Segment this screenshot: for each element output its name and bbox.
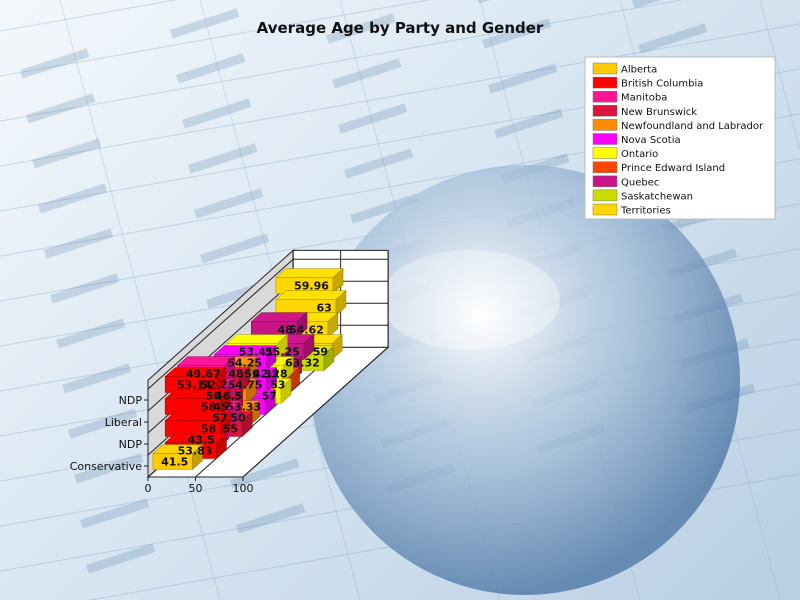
legend-item: Manitoba	[592, 90, 667, 104]
y-tick-label: NDP	[119, 438, 143, 451]
data-label: 55.25	[265, 346, 300, 359]
y-tick-label: NDP	[119, 394, 143, 407]
bar	[164, 367, 227, 394]
data-label: 52.25	[201, 379, 236, 392]
legend-label: Nova Scotia	[621, 135, 681, 146]
bar	[164, 411, 232, 438]
globe-image	[310, 165, 740, 595]
data-label: 53.14	[177, 379, 212, 392]
legend-swatch	[592, 175, 618, 188]
legend-label: New Brunswick	[621, 107, 697, 118]
data-label: 49.67	[186, 368, 221, 381]
data-label: 54.62	[289, 324, 324, 337]
chart-title: Average Age by Party and Gender	[257, 19, 544, 37]
legend-item: Nova Scotia	[592, 133, 681, 146]
legend-item: Newfoundland and Labrador	[592, 119, 764, 132]
legend-item: Saskatchewan	[592, 189, 693, 202]
gridline-depth	[147, 258, 294, 390]
data-label: 59	[313, 346, 328, 359]
data-label: 53.33	[226, 401, 261, 414]
legend-item: Prince Edward Island	[592, 161, 725, 174]
data-label: 53	[270, 379, 285, 392]
legend-swatch	[592, 62, 618, 75]
legend-label: Ontario	[621, 149, 658, 160]
data-label: 43.5	[188, 434, 215, 447]
data-label: 53.83	[178, 445, 213, 458]
data-label: 63.32	[285, 357, 320, 370]
legend-swatch	[592, 90, 618, 103]
data-label: 59.96	[294, 280, 329, 293]
legend-label: Prince Edward Island	[621, 163, 725, 174]
data-label: 50	[230, 412, 246, 425]
legend-label: Manitoba	[621, 93, 667, 104]
legend-swatch	[592, 133, 618, 145]
legend-swatch	[592, 203, 618, 216]
legend-item: Ontario	[592, 147, 658, 160]
legend-label: Saskatchewan	[621, 191, 693, 202]
data-label: 53.41	[239, 346, 274, 359]
x-tick-label: 0	[145, 482, 152, 495]
legend-item: Quebec	[592, 175, 659, 188]
legend-label: Alberta	[621, 65, 657, 76]
legend-swatch	[592, 189, 618, 202]
data-label: 50	[206, 390, 222, 403]
data-label: 58	[201, 401, 216, 414]
legend-label: Quebec	[621, 177, 659, 188]
data-label: 41.5	[161, 456, 188, 469]
data-label: 54.75	[228, 379, 263, 392]
data-label: 55	[223, 423, 238, 436]
bar-front-face	[152, 453, 193, 470]
data-label: 45	[213, 401, 228, 414]
legend-item: Territories	[592, 203, 671, 217]
data-label: 54.25	[227, 357, 262, 370]
data-label: 48	[228, 368, 243, 381]
legend-item: British Columbia	[592, 76, 703, 90]
bar	[164, 389, 232, 416]
y-tick-label: Liberal	[105, 416, 142, 429]
data-label: 63	[316, 302, 331, 315]
data-label: 57	[262, 390, 277, 403]
legend-swatch	[592, 147, 618, 159]
legend-label: Territories	[620, 206, 671, 217]
legend-swatch	[592, 76, 618, 89]
data-label: 58	[201, 423, 216, 436]
data-label: 46.5	[215, 390, 242, 403]
x-tick-label: 100	[233, 482, 254, 495]
data-label: 57	[212, 412, 227, 425]
legend-item: New Brunswick	[592, 105, 697, 118]
legend-swatch	[592, 161, 618, 173]
legend-label: Newfoundland and Labrador	[621, 121, 764, 132]
legend-item: Alberta	[592, 62, 657, 76]
bar	[275, 290, 347, 317]
data-label: 48	[278, 324, 293, 337]
y-tick-label: Conservative	[70, 460, 143, 473]
bar	[250, 312, 308, 339]
bar	[275, 268, 344, 295]
data-label: 59.33	[244, 368, 279, 381]
legend-label: British Columbia	[621, 79, 703, 90]
legend-swatch	[592, 105, 618, 117]
legend-swatch	[592, 119, 618, 131]
gridline-floor	[242, 346, 389, 478]
bar	[152, 444, 204, 471]
data-label: 42.28	[253, 368, 288, 381]
x-tick-label: 50	[189, 482, 203, 495]
legend: Alberta British Columbia Manitoba New Bruns…	[584, 56, 776, 220]
